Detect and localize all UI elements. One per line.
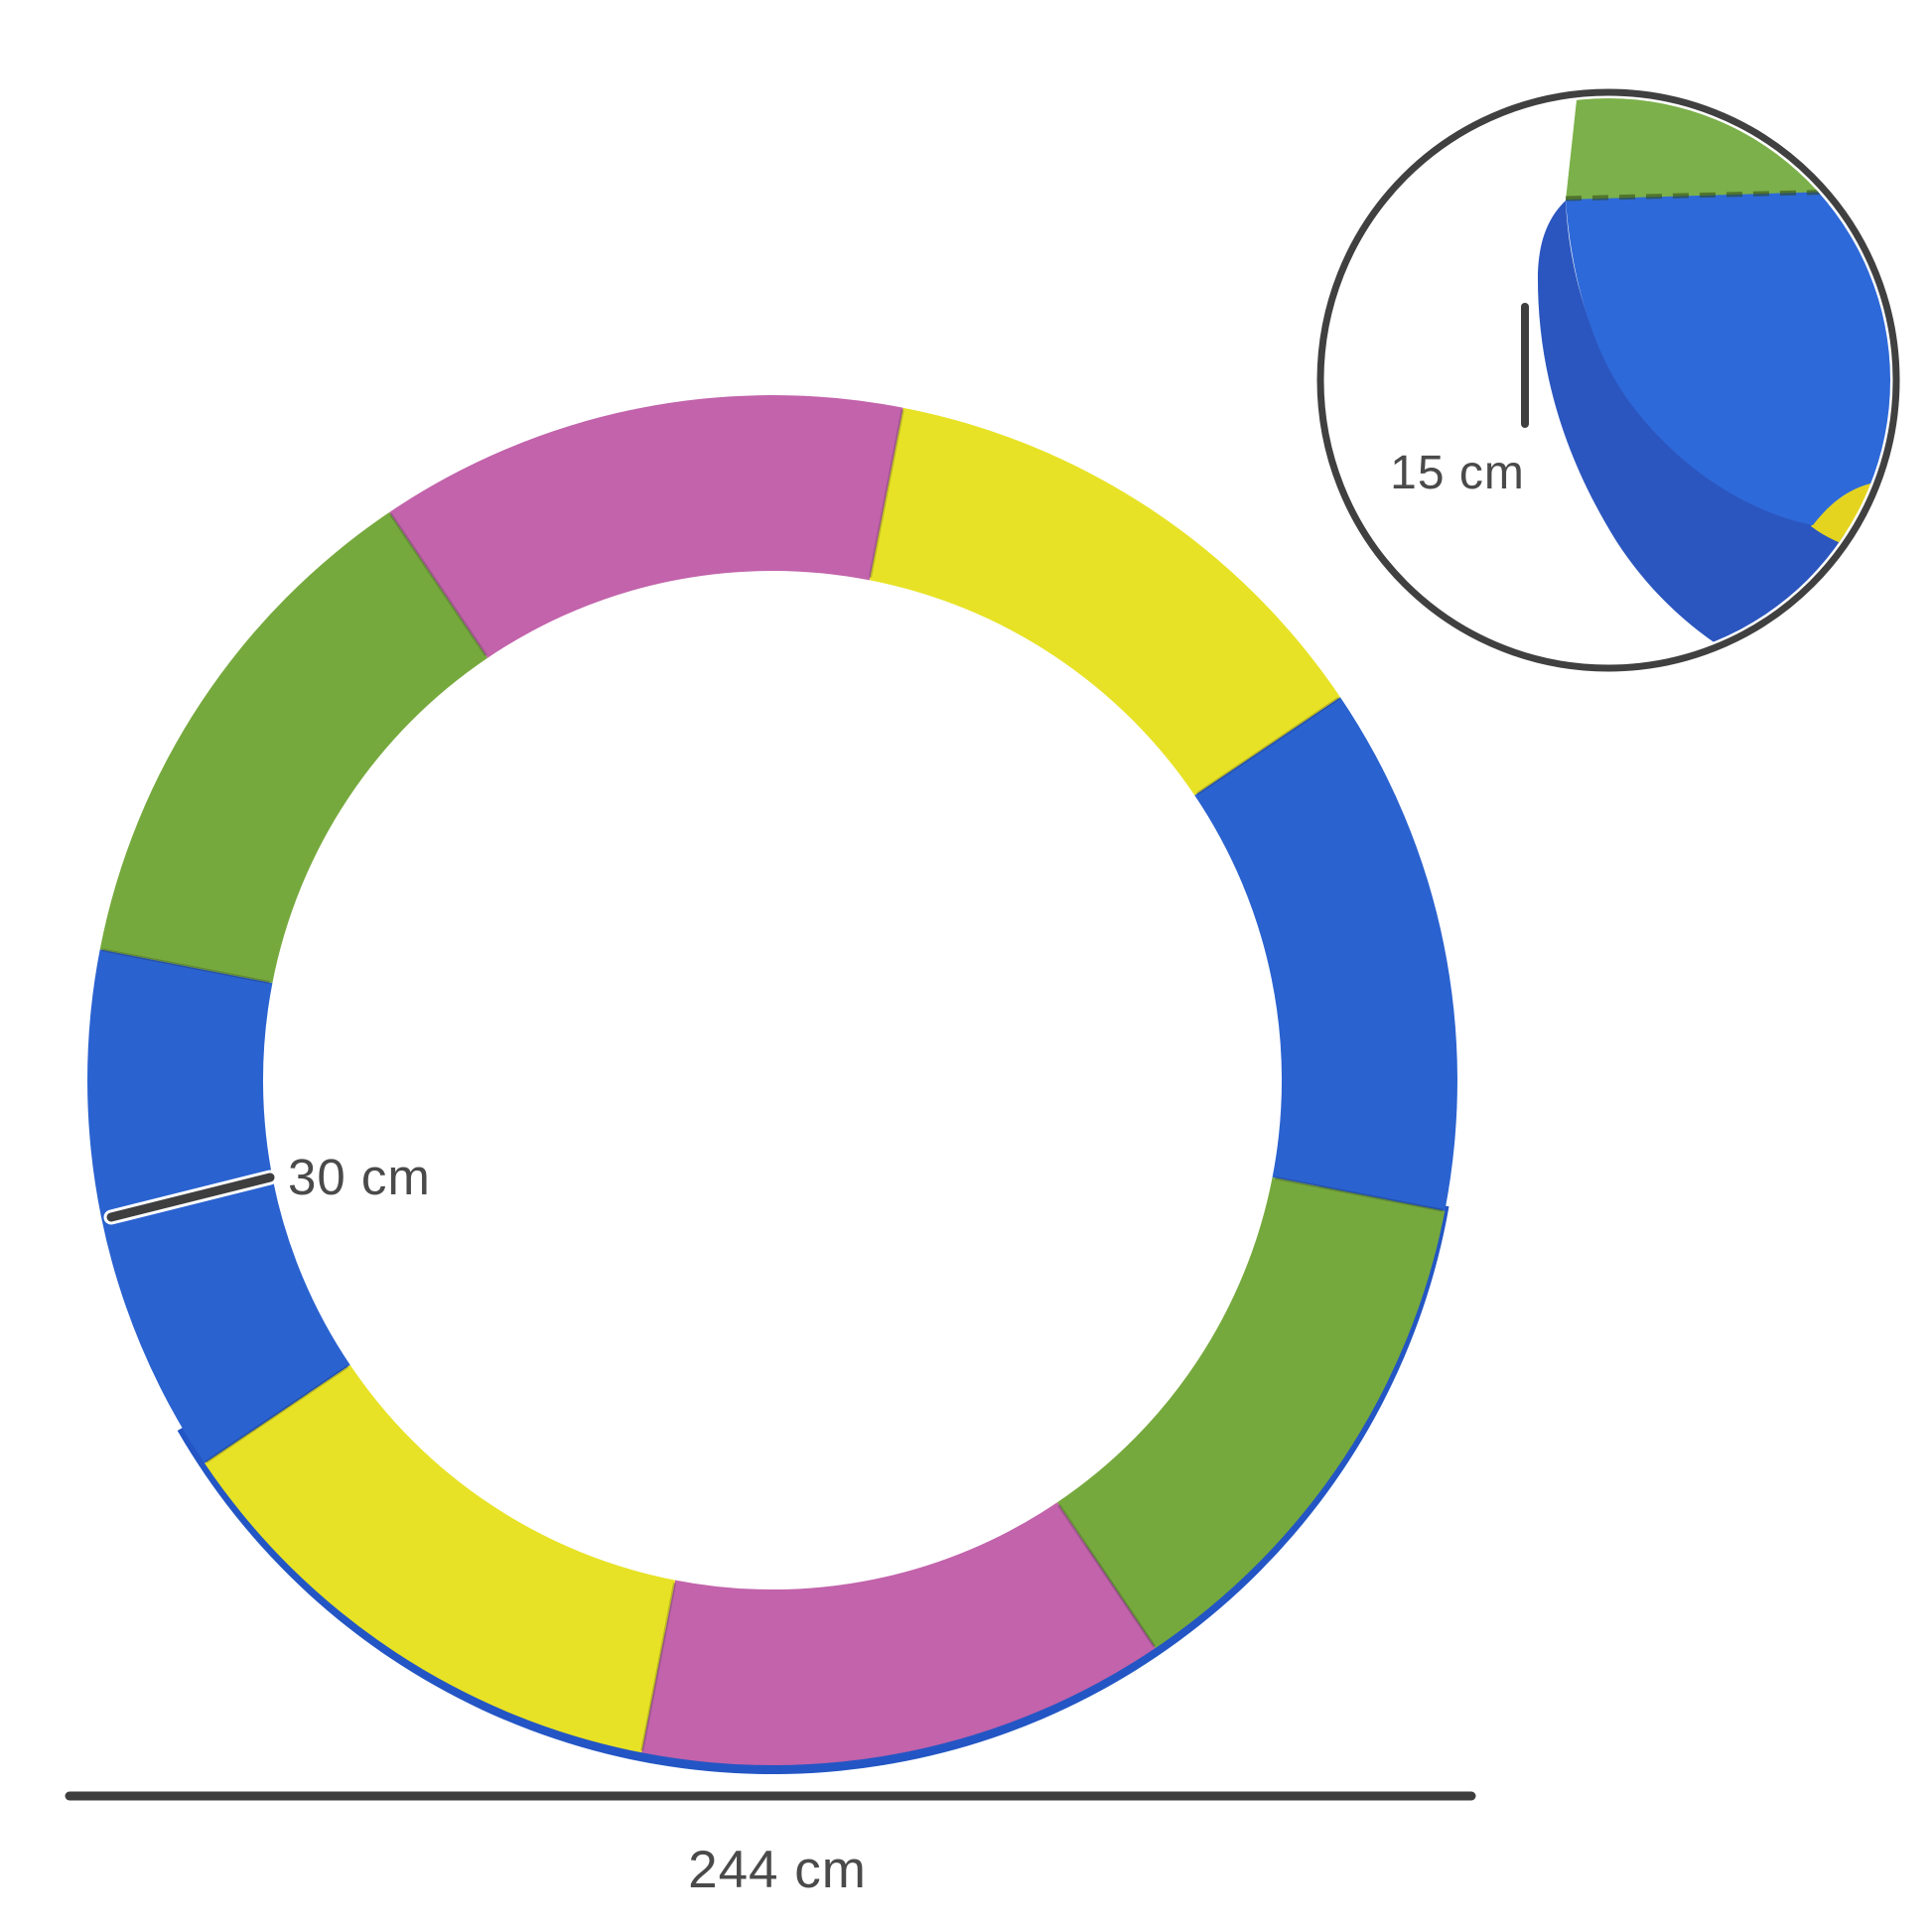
inset-blue-top-face [1566,190,1890,525]
diameter-label: 244 cm [688,1841,867,1899]
inset-stitch-seam [1565,189,1846,202]
pad-segment-seam [640,1583,676,1751]
pad-width-measure-line [106,1173,275,1222]
pad-height-label: 15 cm [1390,447,1525,499]
pad-segment-blue [1194,697,1457,1211]
pad-segment-seam [1057,1503,1156,1648]
pad-segment-seam [389,512,487,657]
pad-segment-seam [205,1365,349,1463]
pad-segment-pink [389,395,903,658]
pad-width-label: 30 cm [288,1149,431,1205]
pad-segment-seams [101,409,1444,1751]
trampoline-pad-ring [87,395,1457,1765]
pad-segment-yellow [869,407,1340,796]
pad-segment-green [1056,1176,1446,1648]
diameter-annotation: 244 cm [65,1791,1476,1899]
detail-inset: 15 cm [1316,88,1900,672]
pad-segment-seam [869,409,904,578]
pad-segment-seam [1275,1176,1444,1212]
pad-segment-seam [1195,697,1340,795]
inset-green-segment [1566,98,1859,201]
pad-segment-green [99,512,488,984]
pad-width-annotation: 30 cm [103,1149,431,1225]
pad-segment-blue [87,949,350,1463]
pad-segment-yellow [205,1364,676,1753]
pad-segment-seam [101,948,270,984]
pad-segment-pink [641,1502,1156,1765]
